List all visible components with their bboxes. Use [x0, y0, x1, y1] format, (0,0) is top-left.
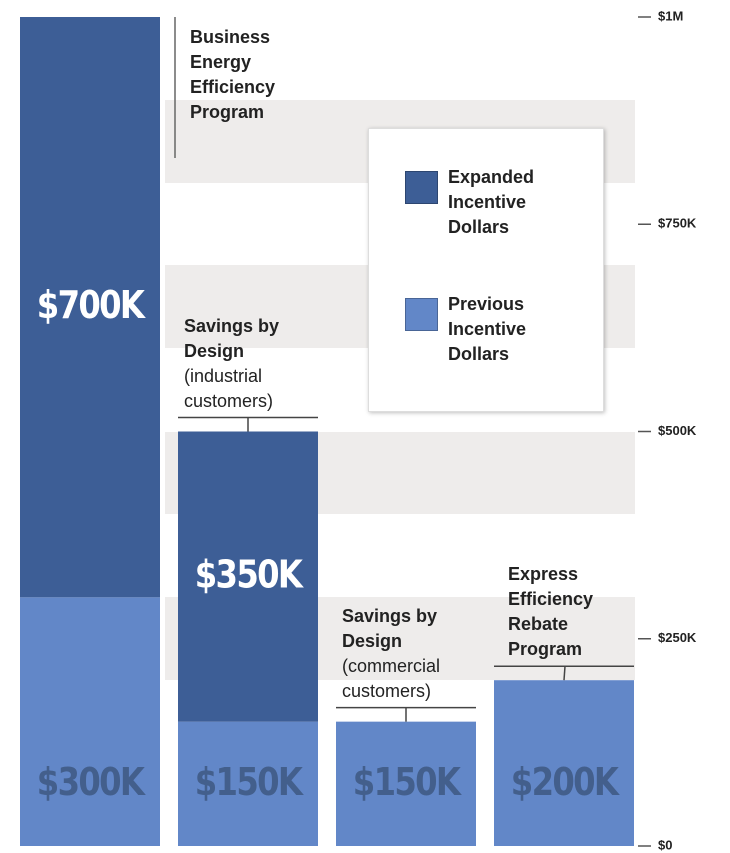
legend-swatch [405, 171, 438, 204]
category-name: Savings by Design [342, 605, 438, 651]
value-label: $150K [353, 760, 463, 804]
label-leader [563, 666, 566, 681]
bar-segment [178, 431, 318, 722]
legend-swatch [405, 298, 438, 331]
bar-segment [336, 721, 476, 846]
y-tick-label: $1M [658, 8, 683, 23]
value-label: $150K [195, 760, 305, 804]
legend-text: Previous Incentive Dollars [448, 294, 527, 364]
category-label: Savings by Design (industrial customers) [184, 314, 309, 414]
category-note: (commercial customers) [342, 655, 441, 701]
legend-label: Expanded Incentive Dollars [448, 165, 578, 240]
bar-segment [20, 17, 160, 598]
y-tick-label: $0 [658, 837, 672, 852]
value-label: $200K [511, 760, 621, 804]
category-name: Savings by Design [184, 315, 280, 361]
category-name: Express Efficiency Rebate Program [508, 564, 594, 660]
legend-label: Previous Incentive Dollars [448, 292, 578, 367]
category-note: (industrial customers) [184, 365, 274, 411]
y-tick-label: $500K [658, 423, 697, 438]
category-label: Business Energy Efficiency Program [190, 25, 315, 125]
category-label: Savings by Design (commercial customers) [342, 604, 467, 704]
value-label: $300K [37, 760, 147, 804]
category-name: Business Energy Efficiency Program [190, 27, 276, 122]
y-tick-label: $750K [658, 216, 697, 231]
value-label: $350K [195, 553, 305, 597]
legend-text: Expanded Incentive Dollars [448, 167, 535, 237]
bar-segment [20, 597, 160, 846]
y-tick-label: $250K [658, 630, 697, 645]
bar-segment [494, 680, 634, 846]
value-label: $700K [37, 283, 147, 327]
bar-segment [178, 721, 318, 846]
category-label: Express Efficiency Rebate Program [508, 562, 633, 662]
